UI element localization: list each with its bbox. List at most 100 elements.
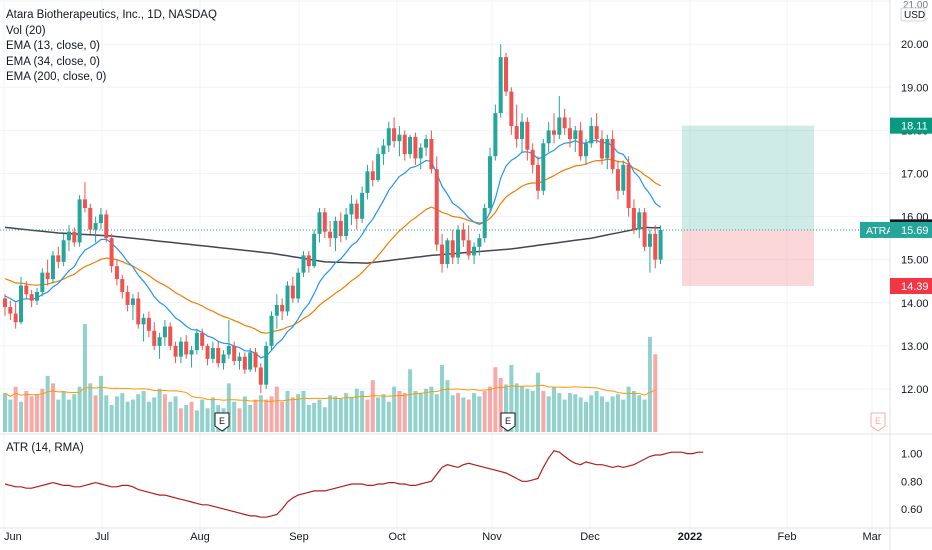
candle-body: [466, 240, 471, 256]
candle-body: [493, 113, 498, 157]
price-tag: [890, 221, 932, 238]
candle-body: [605, 139, 610, 159]
price-tick-label: 17.00: [901, 169, 929, 181]
volume-bar: [573, 394, 578, 432]
volume-bar: [472, 393, 477, 432]
candle-body: [647, 233, 652, 247]
volume-series: [3, 324, 658, 432]
candle-body: [509, 91, 514, 127]
candle-body: [34, 292, 39, 301]
candle-body: [178, 341, 183, 357]
volume-bar: [194, 410, 199, 432]
volume-bar: [402, 393, 407, 432]
volume-bar: [376, 397, 381, 432]
candle-body: [397, 134, 402, 142]
candle-body: [312, 233, 317, 267]
volume-bar: [141, 390, 146, 432]
volume-bar: [498, 378, 503, 432]
candle-body: [488, 156, 493, 208]
chart-legend: Atara Biotherapeutics, Inc., 1D, NASDAQ …: [6, 8, 217, 86]
candle-body: [290, 285, 295, 299]
volume-bar: [413, 390, 418, 432]
time-tick-label: Mar: [863, 531, 882, 543]
candle-body: [360, 192, 365, 219]
candle-body: [594, 126, 599, 140]
earnings-marker: E: [500, 412, 516, 432]
volume-bar: [328, 395, 333, 432]
volume-bar: [354, 388, 359, 432]
volume-bar: [29, 396, 34, 432]
candle-body: [472, 246, 477, 256]
volume-bar: [637, 395, 642, 432]
indicator-ema-13[interactable]: EMA (13, close, 0): [6, 40, 100, 52]
earnings-marker-shape: [214, 412, 230, 432]
price-tick-label: 20.00: [901, 39, 929, 51]
volume-bar: [488, 386, 493, 432]
candle-body: [546, 130, 551, 144]
candle-body: [242, 356, 247, 370]
candle-body: [424, 139, 429, 148]
candle-body: [152, 330, 157, 346]
volume-bar: [56, 399, 61, 432]
volume-bar: [642, 399, 647, 432]
volume-bar: [520, 386, 525, 432]
candle-body: [82, 199, 87, 208]
candle-body: [45, 272, 50, 280]
volume-bar: [477, 396, 482, 432]
volume-bar: [461, 397, 466, 432]
indicator-ema-34[interactable]: EMA (34, close, 0): [6, 55, 100, 68]
candle-body: [392, 128, 397, 142]
indicator-volume[interactable]: Vol (20): [6, 24, 46, 37]
volume-bar: [456, 393, 461, 432]
candle-body: [3, 298, 7, 308]
volume-bar: [562, 399, 567, 432]
volume-bar: [312, 402, 317, 432]
candle-body: [18, 285, 23, 323]
volume-bar: [258, 395, 263, 432]
volume-bar: [344, 393, 349, 432]
volume-bar: [386, 401, 391, 432]
volume-bar: [434, 394, 439, 432]
candle-body: [269, 315, 274, 346]
candle-body: [642, 212, 647, 247]
atr-line: [4, 450, 704, 518]
volume-bar: [77, 386, 82, 432]
indicator-ema-200[interactable]: EMA (200, close, 0): [6, 71, 107, 83]
candle-body: [253, 352, 258, 368]
volume-bar: [173, 396, 178, 432]
candle-body: [333, 220, 338, 239]
volume-bar: [514, 383, 519, 432]
time-tick-label: 2022: [678, 531, 702, 543]
symbol-tag-label: ATRA: [866, 225, 893, 237]
volume-bar: [280, 401, 285, 432]
volume-bar: [301, 390, 306, 432]
candle-body: [200, 332, 205, 346]
volume-bar: [210, 397, 215, 432]
candle-body: [109, 238, 114, 267]
volume-bar: [98, 375, 103, 432]
time-tick-label: Nov: [482, 531, 502, 543]
volume-bar: [541, 390, 546, 432]
candle-body: [162, 326, 167, 338]
currency-label: USD: [904, 10, 925, 21]
candle-body: [413, 136, 418, 159]
price-tag: [890, 277, 932, 294]
candle-body: [24, 285, 29, 295]
candle-body: [653, 233, 658, 260]
volume-bar: [653, 354, 658, 432]
volume-bar: [184, 405, 189, 432]
volume-bar: [189, 401, 194, 432]
atr-legend[interactable]: ATR (14, RMA): [6, 442, 84, 454]
candle-body: [194, 332, 199, 351]
volume-bar: [120, 393, 125, 432]
volume-bar: [536, 372, 540, 432]
volume-bar: [578, 397, 583, 432]
candle-body: [189, 350, 194, 355]
candle-body: [141, 317, 146, 325]
volume-bar: [360, 390, 365, 432]
candle-body: [376, 154, 381, 180]
ema-34-line: [4, 158, 661, 334]
symbol-tag: [860, 221, 890, 238]
candle-body: [434, 169, 439, 245]
